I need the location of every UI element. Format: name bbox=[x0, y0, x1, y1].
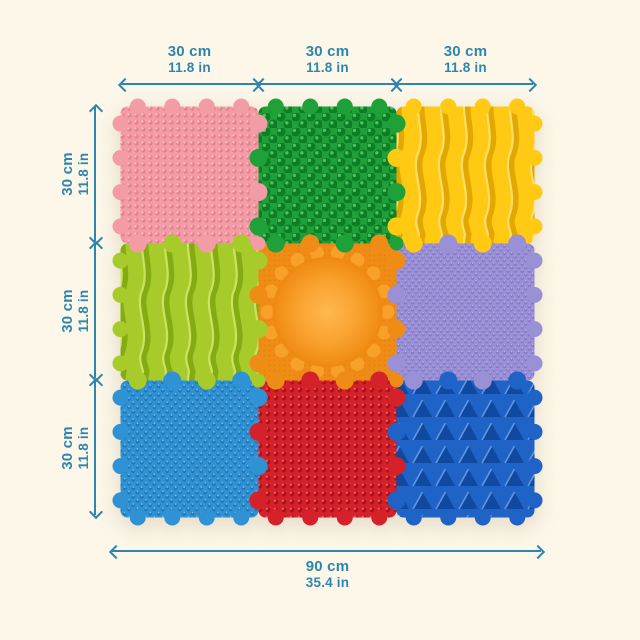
dimension-label-row-1: 30 cm 11.8 in bbox=[59, 124, 92, 224]
mat-tile-purple-grain bbox=[396, 243, 543, 381]
mat-tile-lime-waves bbox=[112, 243, 259, 381]
mat-tile-blue-grain bbox=[112, 380, 259, 526]
play-mat-image bbox=[112, 98, 543, 526]
mat-tile-pink-nubs bbox=[112, 98, 259, 244]
dimension-label-total-width: 90 cm 35.4 in bbox=[278, 559, 378, 591]
dimension-arrow-col-2 bbox=[259, 83, 395, 85]
dimension-arrow-col-1 bbox=[121, 83, 257, 85]
mat-interlocking-teeth bbox=[128, 114, 527, 510]
dimension-arrow-col-3 bbox=[397, 83, 533, 85]
dimension-cm-text: 30 cm bbox=[59, 426, 76, 470]
dimension-in-text: 11.8 in bbox=[76, 152, 91, 196]
mat-tile-yellow-waves bbox=[396, 98, 543, 244]
dimension-arrow-row-1 bbox=[94, 107, 96, 241]
dimension-label-col-2: 30 cm 11.8 in bbox=[278, 44, 378, 76]
mat-tile-green-cones bbox=[258, 98, 397, 244]
dimension-label-row-3: 30 cm 11.8 in bbox=[59, 398, 92, 498]
dimension-arrow-row-3 bbox=[94, 381, 96, 515]
mat-tile-red-nubs bbox=[258, 380, 397, 526]
dimension-label-col-3: 30 cm 11.8 in bbox=[416, 44, 516, 76]
dimension-in-text: 11.8 in bbox=[444, 60, 487, 75]
dimension-in-text: 11.8 in bbox=[76, 289, 91, 333]
dimension-cm-text: 30 cm bbox=[59, 152, 76, 196]
dimension-cm-text: 90 cm bbox=[305, 558, 350, 575]
dimension-in-text: 11.8 in bbox=[168, 60, 211, 75]
mat-tile-royal-pyramids bbox=[396, 380, 543, 526]
dimension-arrow-row-2 bbox=[94, 244, 96, 378]
dimension-cm-text: 30 cm bbox=[167, 43, 212, 60]
dimension-in-text: 11.8 in bbox=[306, 60, 349, 75]
dimension-in-text: 11.8 in bbox=[76, 426, 91, 470]
mat-tile-orange-dome bbox=[258, 243, 397, 381]
dimension-in-text: 35.4 in bbox=[305, 575, 350, 590]
dimension-cm-text: 30 cm bbox=[305, 43, 350, 60]
dimension-label-row-2: 30 cm 11.8 in bbox=[59, 261, 92, 361]
dimension-label-col-1: 30 cm 11.8 in bbox=[140, 44, 240, 76]
dimension-cm-text: 30 cm bbox=[59, 289, 76, 333]
dimension-arrow-total-width bbox=[112, 550, 541, 552]
dimension-cm-text: 30 cm bbox=[443, 43, 488, 60]
